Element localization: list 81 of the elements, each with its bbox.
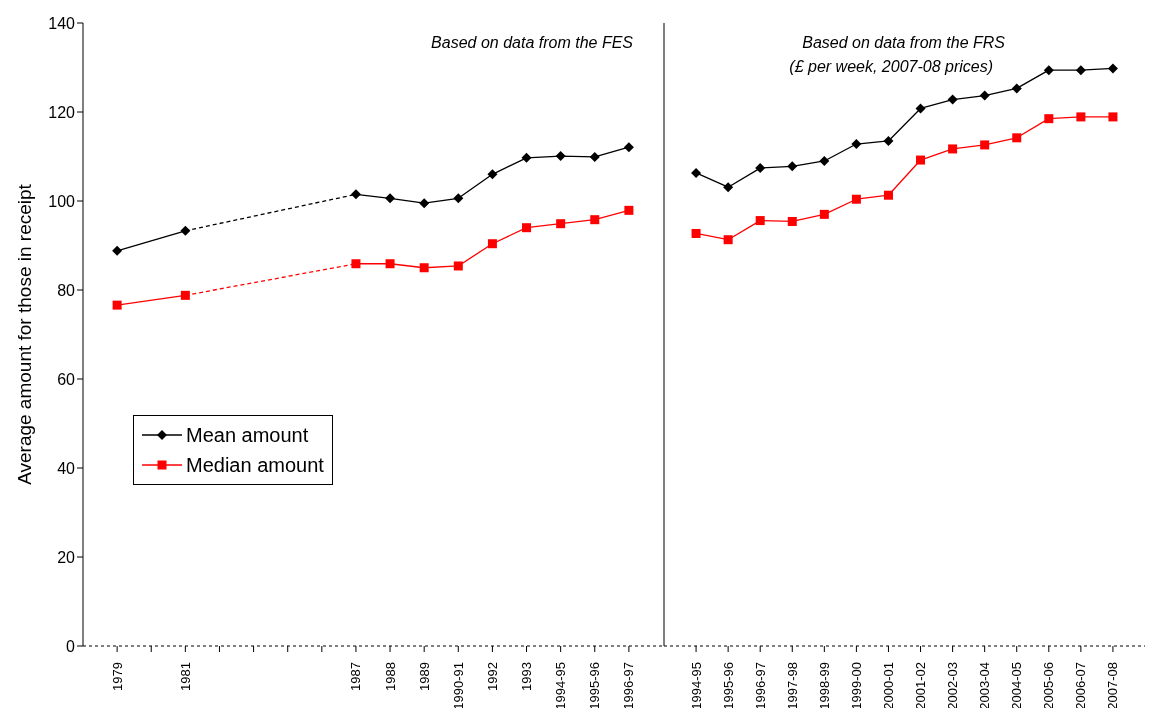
point [555,151,566,162]
y-tick-label: 120 [48,103,76,121]
point [112,300,122,310]
point [419,263,429,273]
y-axis-title: Average amount for those in receipt [13,183,35,485]
x-tick-label: 1989 [416,662,432,691]
point [723,235,733,245]
annotation: Based on data from the FES [430,33,633,53]
point [521,152,532,163]
legend-label: Mean amount [186,423,309,447]
annotation: (£ per week, 2007-08 prices) [788,57,994,77]
point [1108,112,1118,122]
point [1107,63,1118,74]
legend-label: Median amount [186,453,324,477]
point [787,161,798,172]
point [453,193,464,204]
point [487,169,498,180]
point [522,223,532,233]
point [916,155,926,165]
point [180,290,190,300]
y-tick-label: 80 [57,281,76,299]
point [112,245,123,256]
point [1012,133,1022,143]
x-tick-label: 1995-96 [720,662,736,710]
point [980,140,990,150]
point [883,190,893,200]
y-tick-label: 40 [57,459,76,477]
point [419,198,430,209]
point [350,189,361,200]
point [180,225,191,236]
point [723,182,734,193]
point [947,94,958,105]
y-tick-label: 140 [48,14,76,32]
x-tick-label: 1987 [348,662,364,691]
x-tick-label: 1988 [382,662,398,691]
point [948,144,958,154]
point [819,155,830,166]
y-tick-label: 0 [66,637,76,655]
point [1043,65,1054,76]
x-tick-label: 1996-97 [621,662,637,710]
point [1075,65,1086,76]
x-tick-label: 1990-91 [450,662,466,710]
point [590,215,600,225]
x-tick-label: 1981 [177,662,193,691]
point [487,239,497,249]
y-tick-label: 20 [57,548,76,566]
x-tick-label: 1979 [109,662,125,691]
point [556,219,566,229]
x-tick-label: 1993 [519,662,535,691]
x-tick-label: 1996-97 [752,662,768,710]
point [453,261,463,271]
x-tick-label: 1995-96 [587,662,603,710]
point [691,167,702,178]
point [385,259,395,269]
point [851,139,862,150]
point [351,259,361,269]
point [385,193,396,204]
point [915,103,926,114]
point [1044,114,1054,124]
point [819,209,829,219]
point [787,216,797,226]
y-tick-label: 60 [57,370,76,388]
annotation: Based on data from the FRS [802,34,1005,51]
point [755,163,766,174]
point [623,142,634,153]
point [851,194,861,204]
x-tick-label: 1998-99 [816,662,832,710]
point [979,90,990,101]
point [1011,83,1022,94]
y-tick-label: 100 [48,192,76,210]
point [883,135,894,146]
point [589,151,600,162]
x-tick-label: 1994-95 [688,662,704,710]
point [691,228,701,238]
point [755,216,765,226]
x-tick-label: 1999-00 [848,662,864,710]
x-tick-label: 1992 [484,662,500,691]
x-tick-label: 1997-98 [784,662,800,710]
x-tick-label: 1994-95 [553,662,569,710]
point [624,205,634,215]
point [1076,112,1086,122]
